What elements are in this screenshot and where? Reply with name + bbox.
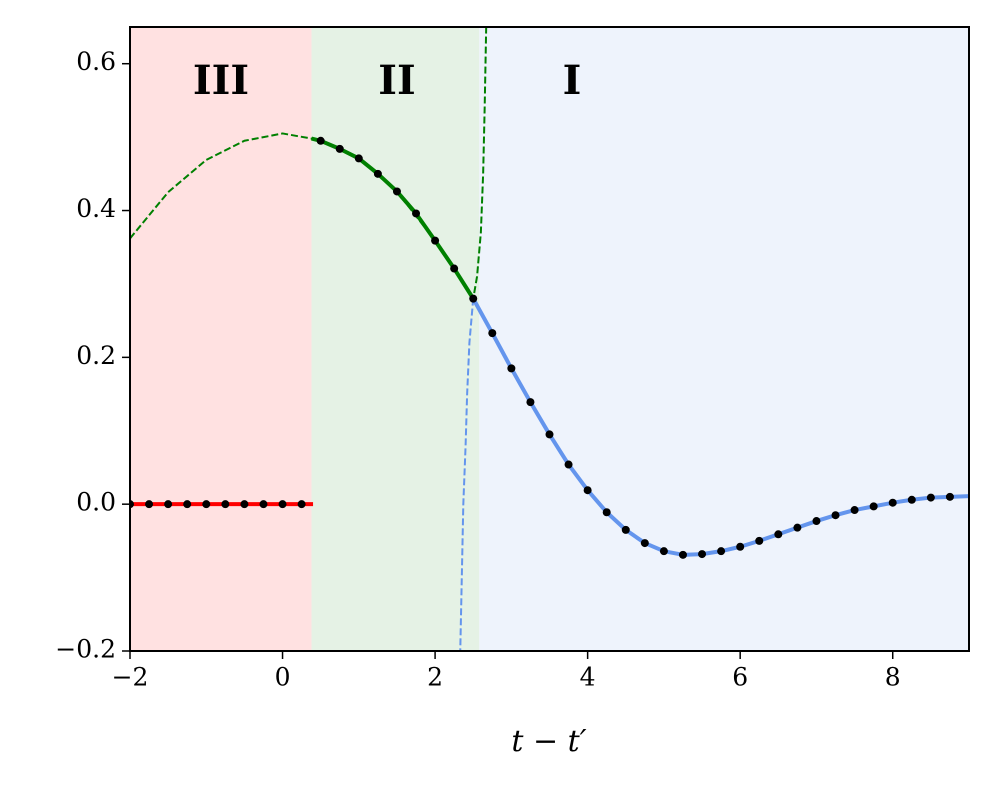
y-tick-label: 0.0 xyxy=(76,488,116,517)
data-point xyxy=(431,236,440,245)
data-point xyxy=(392,187,401,196)
data-point xyxy=(812,517,821,526)
region xyxy=(479,27,969,651)
data-point xyxy=(412,209,421,218)
data-point xyxy=(316,136,325,145)
data-point xyxy=(717,547,726,556)
x-tick-label: 6 xyxy=(732,663,748,692)
data-point xyxy=(297,500,306,509)
y-tick-label: −0.2 xyxy=(55,635,116,664)
x-axis-label: t − t′ xyxy=(511,724,586,759)
data-point xyxy=(602,508,611,517)
data-point xyxy=(678,550,687,559)
data-point xyxy=(335,144,344,153)
data-point xyxy=(926,493,935,502)
data-point xyxy=(850,506,859,515)
data-point xyxy=(774,530,783,539)
data-point xyxy=(240,500,249,509)
data-point xyxy=(736,542,745,551)
region-label: III xyxy=(193,57,249,104)
data-point xyxy=(164,500,173,509)
data-point xyxy=(545,430,554,439)
plot-area xyxy=(130,27,969,651)
data-point xyxy=(450,264,459,273)
data-point xyxy=(354,154,363,163)
data-point xyxy=(640,539,649,548)
data-point xyxy=(507,364,516,373)
data-point xyxy=(888,498,897,507)
data-point xyxy=(221,500,230,509)
data-point xyxy=(488,329,497,338)
data-point xyxy=(698,550,707,559)
data-point xyxy=(755,536,764,545)
data-point xyxy=(469,294,478,303)
x-tick-label: 0 xyxy=(275,663,291,692)
x-tick-label: 8 xyxy=(885,663,901,692)
y-tick-label: 0.6 xyxy=(76,47,116,76)
line xyxy=(311,136,475,300)
region xyxy=(130,27,312,651)
x-tick-label: 2 xyxy=(427,663,443,692)
data-point xyxy=(526,398,535,407)
data-point xyxy=(793,523,802,532)
y-tick-label: 0.4 xyxy=(76,194,116,223)
data-point xyxy=(373,169,382,178)
data-point xyxy=(278,500,287,509)
data-point xyxy=(869,502,878,511)
data-point xyxy=(907,495,916,504)
x-tick-label: −2 xyxy=(112,663,149,692)
dashed-line xyxy=(130,27,488,300)
region-label: I xyxy=(563,57,582,104)
data-point xyxy=(145,500,154,509)
x-tick-label: 4 xyxy=(580,663,596,692)
region-label: II xyxy=(378,57,415,104)
data-point xyxy=(621,525,630,534)
data-point xyxy=(564,460,573,469)
data-point xyxy=(183,500,192,509)
data-point xyxy=(945,492,954,501)
plot-frame xyxy=(129,26,970,652)
data-point xyxy=(259,500,268,509)
data-point xyxy=(831,511,840,520)
dashed-line xyxy=(459,298,475,651)
data-point xyxy=(659,547,668,556)
region xyxy=(311,27,480,651)
data-point xyxy=(583,486,592,495)
y-tick-label: 0.2 xyxy=(76,341,116,370)
data-point xyxy=(202,500,211,509)
